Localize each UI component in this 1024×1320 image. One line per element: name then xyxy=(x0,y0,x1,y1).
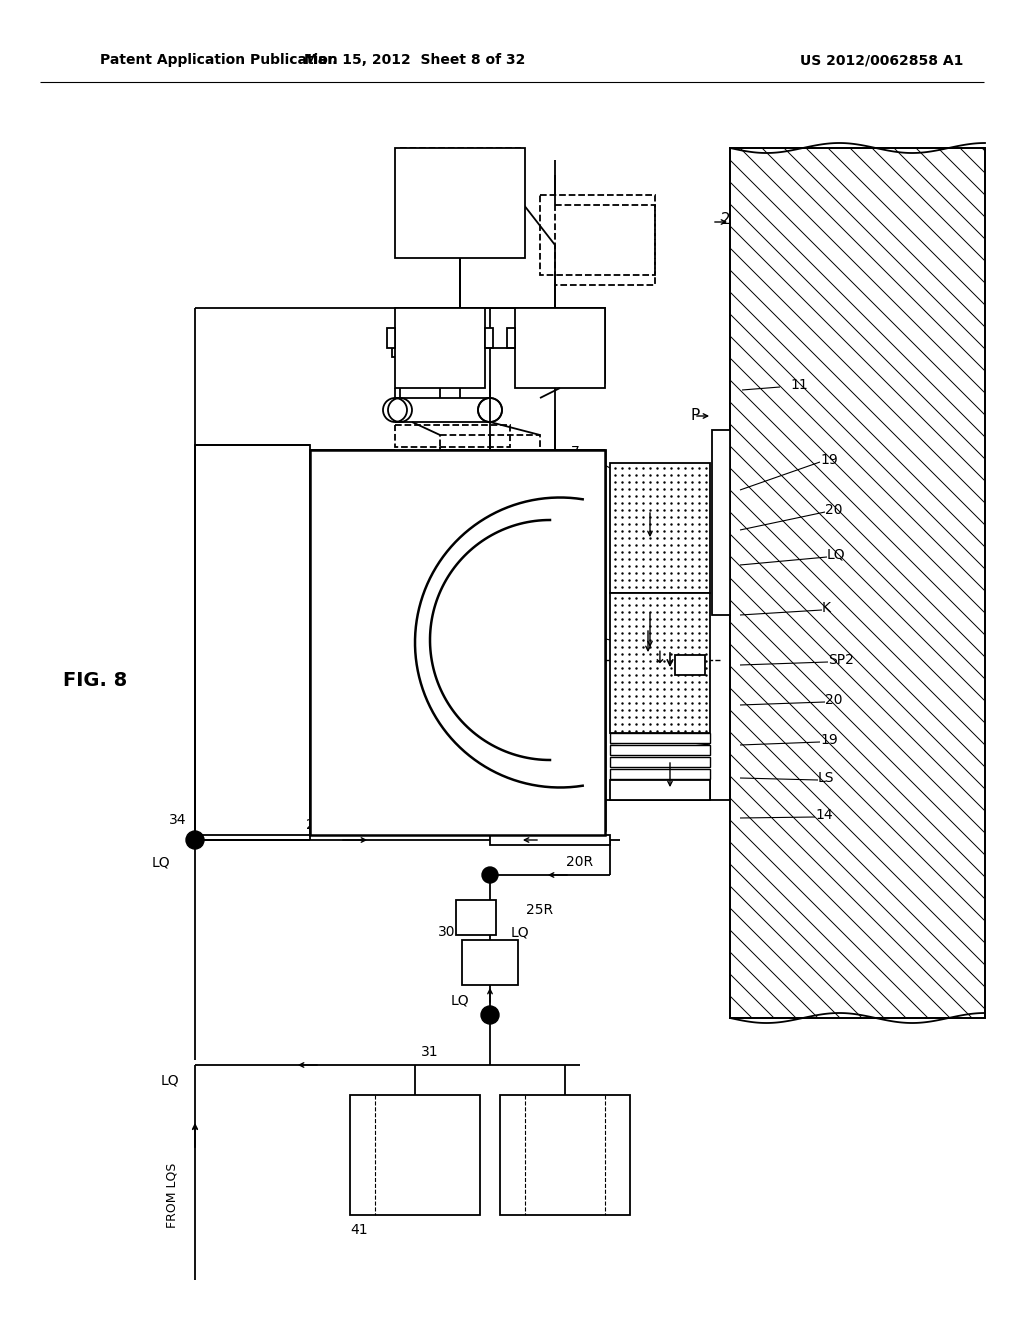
Text: 25R: 25R xyxy=(526,903,554,917)
Bar xyxy=(610,593,710,733)
Text: 20: 20 xyxy=(825,503,843,517)
Text: 7K: 7K xyxy=(588,656,606,671)
Bar xyxy=(195,445,310,836)
Text: 13: 13 xyxy=(544,618,562,632)
Bar xyxy=(440,436,540,465)
Bar xyxy=(730,148,985,1018)
Text: LS: LS xyxy=(818,771,835,785)
Text: 22: 22 xyxy=(407,503,424,517)
Bar xyxy=(350,1096,480,1214)
Bar xyxy=(485,327,493,348)
Text: 20: 20 xyxy=(825,693,843,708)
Bar xyxy=(610,770,710,779)
Text: 2: 2 xyxy=(720,213,730,227)
Bar xyxy=(610,756,710,767)
Bar xyxy=(395,148,525,257)
Text: EL: EL xyxy=(494,643,510,657)
Bar xyxy=(507,327,515,348)
Bar xyxy=(730,148,985,1018)
Bar xyxy=(610,744,710,755)
Bar xyxy=(470,333,478,356)
Bar xyxy=(610,463,710,593)
Text: Patent Application Publication: Patent Application Publication xyxy=(100,53,338,67)
Bar xyxy=(535,308,605,383)
Text: LQ: LQ xyxy=(451,993,469,1007)
Text: LQ: LQ xyxy=(161,1073,179,1086)
Text: SP2: SP2 xyxy=(828,653,854,667)
Bar xyxy=(462,940,518,985)
Bar xyxy=(392,333,400,356)
Bar xyxy=(310,450,605,830)
Text: LQ: LQ xyxy=(827,548,846,562)
Text: 11: 11 xyxy=(790,378,808,392)
Circle shape xyxy=(481,1006,499,1024)
Text: 21R: 21R xyxy=(404,733,432,747)
Bar xyxy=(490,836,610,845)
Bar xyxy=(310,450,605,836)
Text: 30: 30 xyxy=(437,925,455,939)
Text: 41: 41 xyxy=(350,1224,368,1237)
Bar xyxy=(712,430,730,615)
Bar xyxy=(515,308,605,388)
Text: 20R: 20R xyxy=(566,855,594,869)
Bar xyxy=(500,1096,630,1214)
Text: 14: 14 xyxy=(815,808,833,822)
Bar xyxy=(400,148,520,253)
Text: Mar. 15, 2012  Sheet 8 of 32: Mar. 15, 2012 Sheet 8 of 32 xyxy=(304,53,525,67)
Text: 31: 31 xyxy=(421,1045,439,1059)
Text: SP1: SP1 xyxy=(465,678,490,692)
Bar xyxy=(387,327,395,348)
Bar xyxy=(610,733,710,743)
Bar xyxy=(675,655,705,675)
Bar xyxy=(395,308,485,388)
Text: 34: 34 xyxy=(169,813,186,828)
Text: 12: 12 xyxy=(391,553,409,568)
Text: 23R: 23R xyxy=(306,818,334,832)
Bar xyxy=(400,308,470,383)
Text: LQ: LQ xyxy=(152,855,170,869)
Text: 19: 19 xyxy=(820,453,838,467)
Text: 21: 21 xyxy=(441,705,459,719)
Text: P: P xyxy=(691,408,700,422)
Text: FIG. 8: FIG. 8 xyxy=(62,671,127,689)
Bar xyxy=(540,195,655,275)
Circle shape xyxy=(482,867,498,883)
Text: FROM LQS: FROM LQS xyxy=(166,1163,178,1228)
Bar xyxy=(456,900,496,935)
Bar xyxy=(610,780,710,800)
Circle shape xyxy=(186,832,204,849)
Text: K: K xyxy=(822,601,831,615)
Text: LQ: LQ xyxy=(511,925,529,939)
Bar xyxy=(555,205,655,285)
Text: 7: 7 xyxy=(570,445,580,459)
Bar xyxy=(395,425,510,447)
Text: US 2012/0062858 A1: US 2012/0062858 A1 xyxy=(800,53,964,67)
Text: 19: 19 xyxy=(820,733,838,747)
Text: ↓: ↓ xyxy=(653,649,667,667)
